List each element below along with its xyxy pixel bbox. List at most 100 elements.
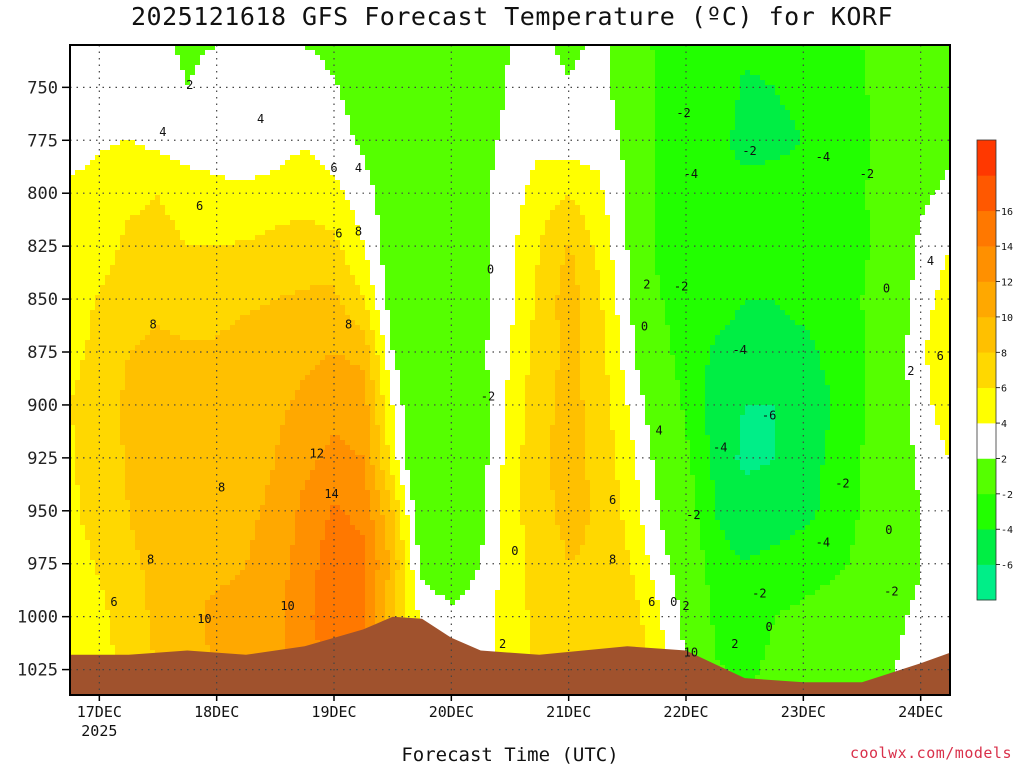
temperature-cell bbox=[125, 60, 131, 66]
temperature-cell bbox=[285, 60, 291, 66]
temperature-cell bbox=[600, 50, 606, 56]
temperature-cell bbox=[925, 50, 931, 56]
temperature-cell bbox=[880, 65, 886, 71]
temperature-cell bbox=[640, 75, 646, 81]
temperature-cell bbox=[865, 60, 871, 66]
temperature-cell bbox=[445, 60, 451, 66]
temperature-cell bbox=[185, 65, 191, 71]
temperature-cell bbox=[230, 80, 236, 86]
temperature-cell bbox=[230, 75, 236, 81]
temperature-cell bbox=[280, 80, 286, 86]
temperature-cell bbox=[930, 70, 936, 76]
temperature-cell bbox=[740, 55, 746, 61]
temperature-cell bbox=[340, 70, 346, 76]
temperature-cell bbox=[510, 75, 516, 81]
temperature-cell bbox=[890, 55, 896, 61]
temperature-cell bbox=[655, 65, 661, 71]
temperature-cell bbox=[790, 70, 796, 76]
temperature-cell bbox=[755, 50, 761, 56]
temperature-cell bbox=[340, 80, 346, 86]
temperature-cell bbox=[545, 80, 551, 86]
temperature-cell bbox=[565, 70, 571, 76]
temperature-cell bbox=[275, 75, 281, 81]
temperature-cell bbox=[185, 60, 191, 66]
temperature-cell bbox=[875, 60, 881, 66]
temperature-cell bbox=[510, 90, 516, 96]
temperature-cell bbox=[635, 80, 641, 86]
temperature-cell bbox=[630, 65, 636, 71]
temperature-cell bbox=[295, 70, 301, 76]
temperature-cell bbox=[815, 70, 821, 76]
temperature-cell bbox=[210, 55, 216, 61]
temperature-cell bbox=[775, 75, 781, 81]
temperature-cell bbox=[570, 70, 576, 76]
temperature-cell bbox=[655, 60, 661, 66]
temperature-cell bbox=[765, 50, 771, 56]
temperature-cell bbox=[380, 65, 386, 71]
temperature-cell bbox=[500, 80, 506, 86]
temperature-cell bbox=[160, 85, 166, 91]
temperature-cell bbox=[520, 85, 526, 91]
temperature-cell bbox=[345, 60, 351, 66]
temperature-cell bbox=[470, 50, 476, 56]
temperature-cell bbox=[675, 80, 681, 86]
temperature-cell bbox=[730, 50, 736, 56]
temperature-cell bbox=[465, 55, 471, 61]
temperature-cell bbox=[580, 65, 586, 71]
temperature-cell bbox=[130, 70, 136, 76]
temperature-cell bbox=[395, 70, 401, 76]
temperature-cell bbox=[500, 55, 506, 61]
temperature-cell bbox=[300, 50, 306, 56]
temperature-cell bbox=[545, 60, 551, 66]
temperature-cell bbox=[420, 85, 426, 91]
temperature-cell bbox=[870, 55, 876, 61]
temperature-cell bbox=[810, 50, 816, 56]
temperature-cell bbox=[310, 80, 316, 86]
temperature-cell bbox=[775, 70, 781, 76]
temperature-cell bbox=[105, 80, 111, 86]
temperature-cell bbox=[315, 50, 321, 56]
temperature-cell bbox=[430, 75, 436, 81]
temperature-cell bbox=[195, 55, 201, 61]
temperature-cell bbox=[235, 90, 241, 96]
temperature-cell bbox=[370, 65, 376, 71]
temperature-cell bbox=[745, 80, 751, 86]
temperature-cell bbox=[560, 50, 566, 56]
temperature-cell bbox=[785, 55, 791, 61]
temperature-cell bbox=[400, 70, 406, 76]
temperature-cell bbox=[170, 80, 176, 86]
temperature-cell bbox=[210, 65, 216, 71]
temperature-cell bbox=[575, 70, 581, 76]
temperature-cell bbox=[460, 65, 466, 71]
temperature-cell bbox=[705, 75, 711, 81]
temperature-cell bbox=[750, 70, 756, 76]
temperature-cell bbox=[490, 70, 496, 76]
temperature-cell bbox=[475, 50, 481, 56]
temperature-cell bbox=[750, 75, 756, 81]
temperature-cell bbox=[565, 75, 571, 81]
temperature-cell bbox=[570, 60, 576, 66]
temperature-cell bbox=[210, 70, 216, 76]
temperature-cell bbox=[185, 50, 191, 56]
temperature-cell bbox=[690, 65, 696, 71]
temperature-cell bbox=[325, 75, 331, 81]
temperature-cell bbox=[420, 70, 426, 76]
temperature-cell bbox=[75, 70, 81, 76]
temperature-cell bbox=[340, 85, 346, 91]
temperature-cell bbox=[490, 50, 496, 56]
temperature-cell bbox=[345, 55, 351, 61]
temperature-cell bbox=[610, 75, 616, 81]
temperature-cell bbox=[825, 55, 831, 61]
temperature-cell bbox=[250, 60, 256, 66]
temperature-cell bbox=[555, 55, 561, 61]
temperature-cell bbox=[555, 70, 561, 76]
temperature-cell bbox=[385, 70, 391, 76]
temperature-cell bbox=[880, 75, 886, 81]
temperature-cell bbox=[865, 80, 871, 86]
temperature-cell bbox=[740, 50, 746, 56]
temperature-cell bbox=[545, 55, 551, 61]
temperature-cell bbox=[695, 70, 701, 76]
temperature-cell bbox=[690, 80, 696, 86]
temperature-cell bbox=[165, 90, 171, 96]
temperature-cell bbox=[335, 75, 341, 81]
